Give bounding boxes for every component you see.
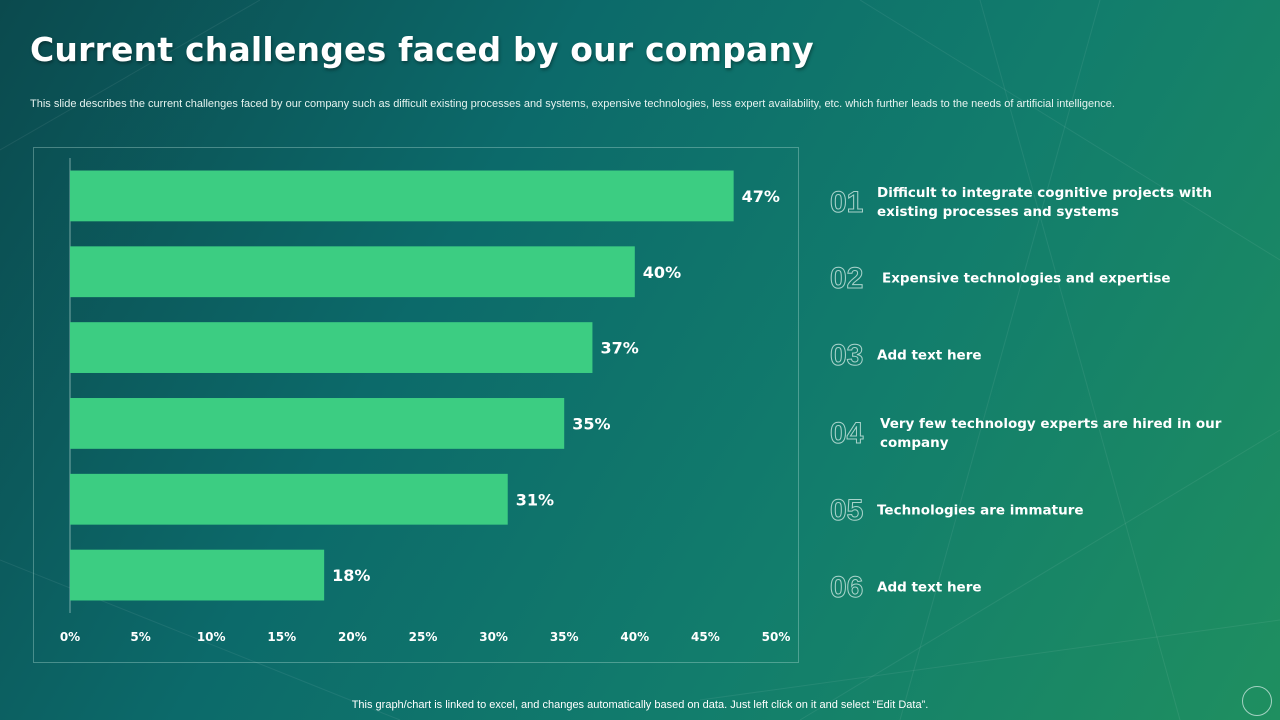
data-label-03: 37% <box>600 339 638 358</box>
challenge-item-03: 03 Add text here <box>829 334 1260 378</box>
x-tick-label: 25% <box>409 630 438 644</box>
x-tick-label: 20% <box>338 630 367 644</box>
challenge-item-04: 04 Very few technology experts are hired… <box>829 412 1260 456</box>
challenge-item-02: 02 Expensive technologies and expertise <box>829 257 1260 301</box>
x-tick-label: 45% <box>691 630 720 644</box>
challenge-number: 01 <box>829 186 864 220</box>
challenge-text: Very few technology experts are hired in… <box>880 416 1222 451</box>
slide-description: This slide describes the current challen… <box>30 98 1115 110</box>
challenge-item-06: 06 Add text here <box>829 566 1260 610</box>
bar-03[interactable] <box>70 322 593 373</box>
x-tick-label: 40% <box>620 630 649 644</box>
x-tick-label: 30% <box>479 630 508 644</box>
circle-decoration <box>1242 686 1272 716</box>
x-tick-label: 15% <box>267 630 296 644</box>
x-tick-label: 5% <box>130 630 150 644</box>
challenge-number: 05 <box>829 494 864 528</box>
data-label-06: 18% <box>332 566 370 585</box>
bar-05[interactable] <box>70 473 508 525</box>
challenge-number: 03 <box>829 339 864 373</box>
challenge-text: Add text here <box>877 579 982 596</box>
bar-04[interactable] <box>70 398 565 449</box>
challenge-number: 02 <box>829 262 864 296</box>
challenge-text: Difficult to integrate cognitive project… <box>877 185 1212 220</box>
challenge-number: 04 <box>829 417 864 451</box>
challenge-text: Add text here <box>877 347 982 364</box>
challenge-item-01: 01 Difficult to integrate cognitive proj… <box>829 181 1260 225</box>
footer-note: This graph/chart is linked to excel, and… <box>351 699 929 711</box>
data-label-04: 35% <box>572 414 610 433</box>
x-tick-label: 35% <box>550 630 579 644</box>
bar-01[interactable] <box>70 170 734 222</box>
bar-06[interactable] <box>70 549 325 601</box>
challenge-list: 01 Difficult to integrate cognitive proj… <box>829 0 1260 720</box>
x-tick-label: 50% <box>762 630 791 644</box>
chart-container[interactable]: 47% 40% 37% 35% 31% 18% 0% 5% 10% 15% 20% 25% 30% 35%… <box>33 147 799 663</box>
challenge-text: Technologies are immature <box>877 502 1084 519</box>
data-label-05: 31% <box>516 490 554 509</box>
bar-chart[interactable]: 47% 40% 37% 35% 31% 18% 0% 5% 10% 15% 20% 25% 30% 35%… <box>34 148 800 664</box>
x-tick-label: 10% <box>197 630 226 644</box>
x-tick-label: 0% <box>60 630 80 644</box>
challenge-item-05: 05 Technologies are immature <box>829 489 1260 533</box>
data-label-01: 47% <box>742 187 780 206</box>
page-title: Current challenges faced by our company <box>30 30 814 69</box>
bar-02[interactable] <box>70 246 635 298</box>
challenge-number: 06 <box>829 571 864 605</box>
challenge-text: Expensive technologies and expertise <box>882 270 1171 287</box>
data-label-02: 40% <box>643 263 681 282</box>
